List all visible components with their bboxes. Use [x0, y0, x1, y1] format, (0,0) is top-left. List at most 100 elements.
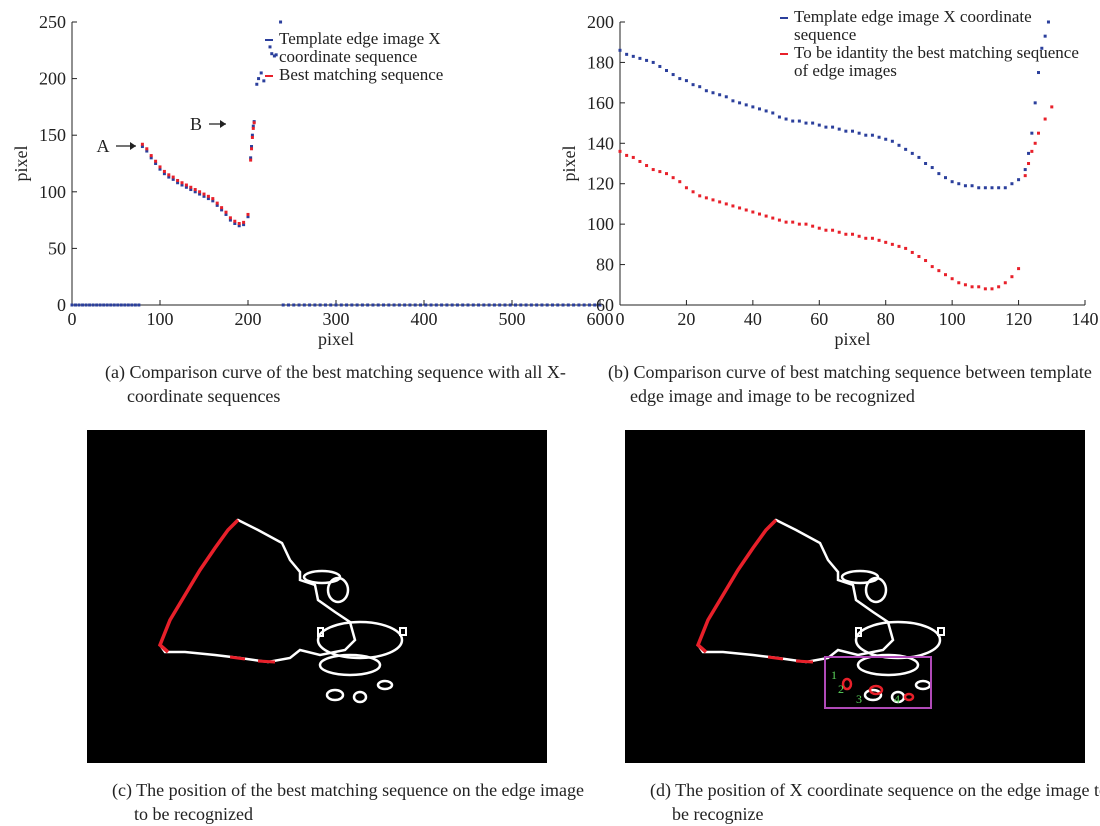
point [898, 245, 901, 248]
point [194, 188, 197, 191]
point [924, 259, 927, 262]
point [878, 136, 881, 139]
region-label: 2 [838, 682, 844, 696]
point [811, 122, 814, 125]
point [805, 223, 808, 226]
y-tick-label: 80 [596, 255, 614, 275]
point [525, 304, 528, 307]
point [685, 186, 688, 189]
point [279, 21, 282, 24]
point [745, 208, 748, 211]
point [944, 176, 947, 179]
x-tick-label: 200 [235, 309, 262, 329]
y-tick-label: 60 [596, 295, 614, 315]
point [1034, 142, 1037, 145]
point [625, 53, 628, 56]
point [665, 172, 668, 175]
point [350, 304, 353, 307]
point [652, 61, 655, 64]
point [298, 304, 301, 307]
point [71, 304, 74, 307]
point [252, 127, 255, 130]
point [632, 55, 635, 58]
point [844, 130, 847, 133]
x-tick-label: 120 [1005, 309, 1032, 329]
legend-entry: Template edge image X coordinate sequenc… [780, 8, 1080, 44]
point [891, 140, 894, 143]
point [758, 213, 761, 216]
point [198, 190, 201, 193]
point [92, 304, 95, 307]
point [725, 202, 728, 205]
point [249, 159, 252, 162]
point [123, 304, 126, 307]
point [672, 176, 675, 179]
point [150, 154, 153, 157]
point [1010, 182, 1013, 185]
point [731, 99, 734, 102]
point [461, 304, 464, 307]
point [445, 304, 448, 307]
caption: (a) Comparison curve of the best matchin… [105, 360, 597, 408]
point [991, 287, 994, 290]
point [951, 277, 954, 280]
legend-label: To be idantity the best matching sequenc… [794, 44, 1080, 80]
point [382, 304, 385, 307]
point [798, 120, 801, 123]
point [645, 59, 648, 62]
point [844, 233, 847, 236]
point [871, 134, 874, 137]
point [1004, 186, 1007, 189]
point [838, 231, 841, 234]
point [313, 304, 316, 307]
point [340, 304, 343, 307]
point [556, 304, 559, 307]
point [672, 73, 675, 76]
point [838, 128, 841, 131]
point [535, 304, 538, 307]
point [345, 304, 348, 307]
point [924, 162, 927, 165]
point [771, 111, 774, 114]
point [225, 211, 228, 214]
point [1017, 178, 1020, 181]
point [419, 304, 422, 307]
point [712, 91, 715, 94]
point [745, 103, 748, 106]
point [658, 170, 661, 173]
y-axis-label: pixel [559, 146, 579, 182]
point [233, 220, 236, 223]
point [991, 186, 994, 189]
edge-image [625, 430, 1085, 763]
point [937, 269, 940, 272]
point [519, 304, 522, 307]
point [692, 190, 695, 193]
x-tick-label: 400 [411, 309, 438, 329]
y-tick-label: 0 [57, 295, 66, 315]
point [964, 184, 967, 187]
point [577, 304, 580, 307]
point [498, 304, 501, 307]
point [984, 287, 987, 290]
point [698, 194, 701, 197]
point [957, 182, 960, 185]
point [951, 180, 954, 183]
point [778, 116, 781, 119]
point [530, 304, 533, 307]
point [583, 304, 586, 307]
point [456, 304, 459, 307]
point [731, 204, 734, 207]
point [424, 304, 427, 307]
point [1034, 101, 1037, 104]
point [1010, 275, 1013, 278]
point [255, 83, 258, 86]
y-tick-label: 120 [587, 174, 614, 194]
point [751, 211, 754, 214]
point [467, 304, 470, 307]
point [705, 89, 708, 92]
point [658, 65, 661, 68]
point [971, 184, 974, 187]
point [619, 150, 622, 153]
point [878, 239, 881, 242]
point [917, 255, 920, 258]
